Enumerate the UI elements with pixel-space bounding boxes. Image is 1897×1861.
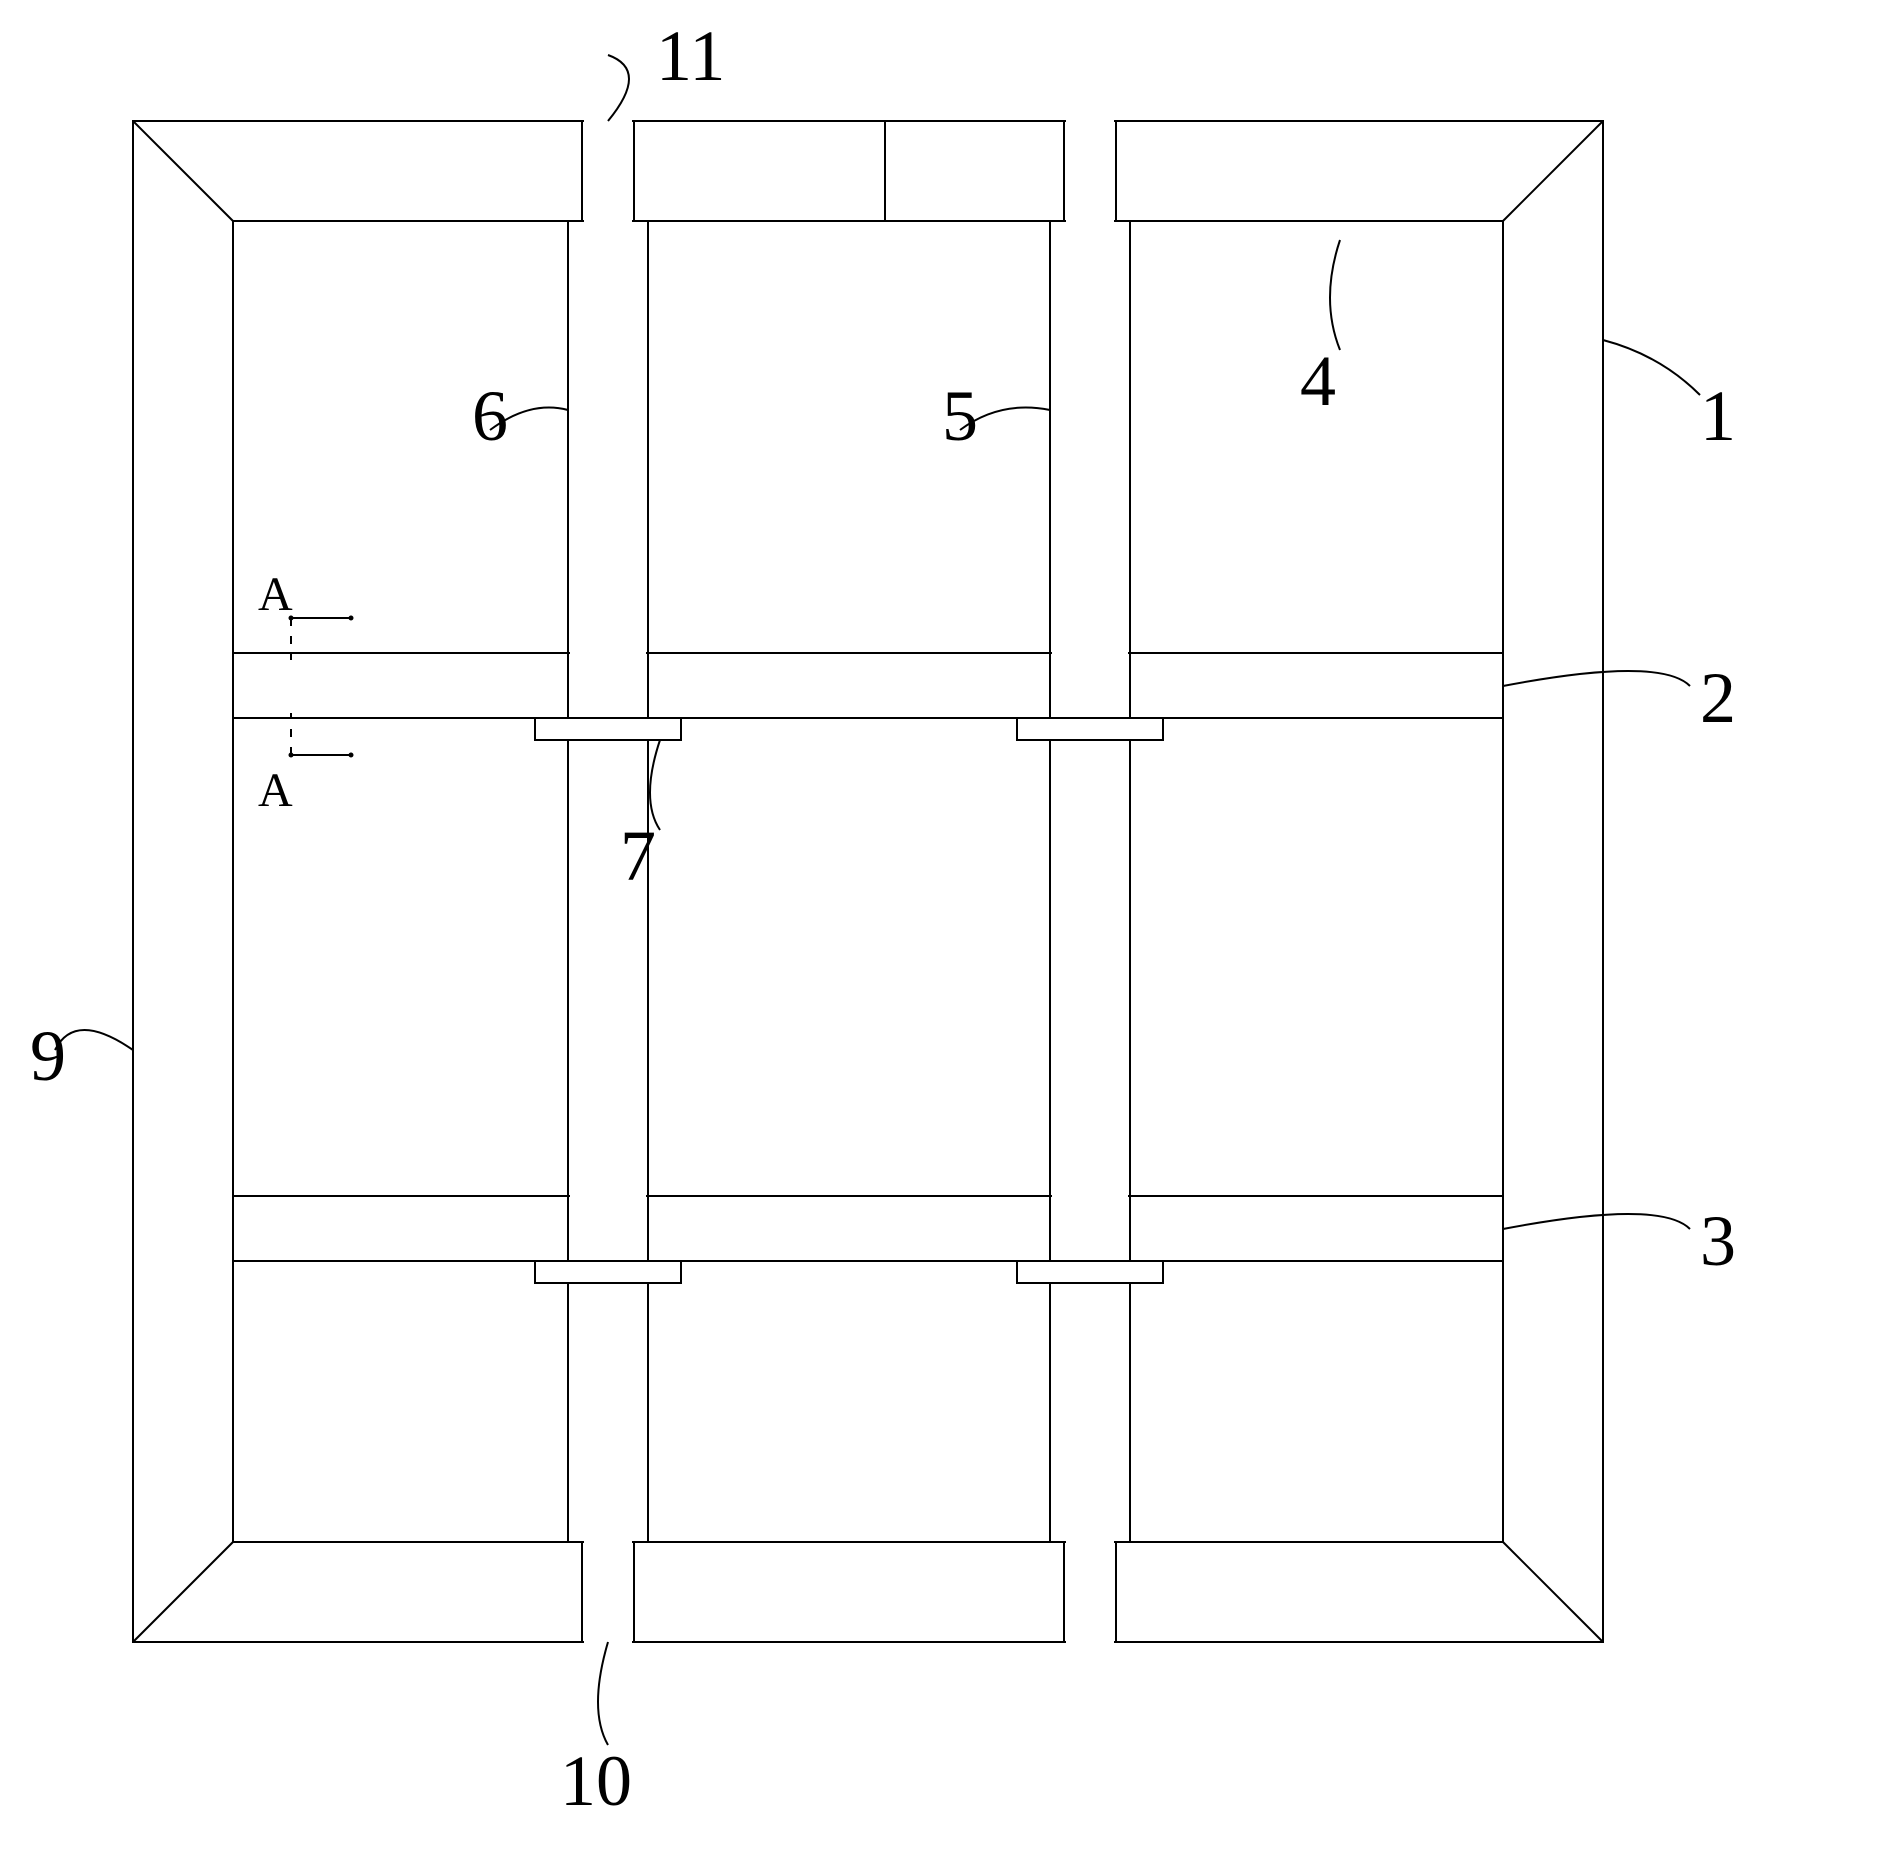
beam-v-right-top-plug [1064,121,1116,221]
label-2: 2 [1700,658,1736,738]
label-5: 5 [942,376,978,456]
beam-v-left-top-plug [582,121,634,221]
label-10: 10 [560,1741,632,1821]
plate-ur [1017,718,1163,740]
diagram-stage: A A 11 6 5 4 1 2 3 7 9 10 [0,0,1897,1861]
label-7: 7 [620,816,656,896]
plate-lr [1017,1261,1163,1283]
plate-ll [535,1261,681,1283]
beam-h-upper [233,653,1503,718]
label-6: 6 [472,376,508,456]
beam-h-lower [233,1196,1503,1261]
leader-9 [55,1030,133,1050]
plate-ul [535,718,681,740]
beam-v-left-bottom-plug [582,1542,634,1642]
label-4: 4 [1300,341,1336,421]
label-9: 9 [30,1016,66,1096]
beam-v-right [1050,221,1130,1542]
section-a-bot-label: A [258,764,293,817]
leader-10 [598,1642,608,1745]
beam-v-right-bottom-plug [1064,1542,1116,1642]
leader-11 [608,55,629,121]
section-a-top-label: A [258,568,293,621]
label-11: 11 [656,16,725,96]
leader-1 [1603,340,1700,395]
label-3: 3 [1700,1201,1736,1281]
label-1: 1 [1700,376,1736,456]
diagram-svg: A A 11 6 5 4 1 2 3 7 9 10 [0,0,1897,1861]
